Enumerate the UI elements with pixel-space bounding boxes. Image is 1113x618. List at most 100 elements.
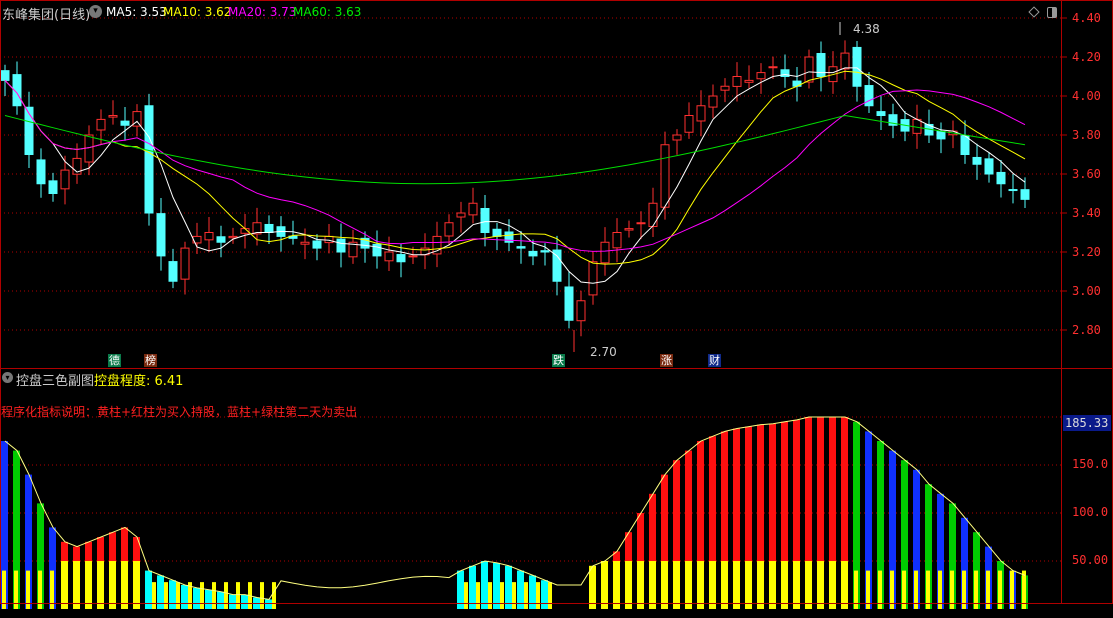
yellow-bar [85, 561, 92, 609]
control-degree-label: 控盘程度: 6.41 [94, 374, 184, 389]
candle-body [624, 228, 634, 231]
candle-body [432, 235, 442, 255]
candle-body [996, 171, 1006, 185]
blue-green-bar [853, 421, 860, 609]
candle-body [744, 79, 754, 83]
yellow-bar [745, 561, 752, 609]
ma10-label: MA10: 3.62 [163, 5, 232, 19]
blue-green-bar [49, 527, 56, 609]
yellow-bar [697, 561, 704, 609]
event-marker[interactable]: 榜 [144, 354, 157, 367]
cyan-bar [517, 570, 524, 609]
price-axis-label: 2.80 [1072, 323, 1101, 337]
event-marker[interactable]: 德 [108, 354, 121, 367]
indicator-description: 程序化指标说明：黄柱+红柱为买入持股，蓝柱+绿柱第二天为卖出 [1, 405, 358, 419]
yellow-bar [488, 582, 492, 609]
yellow-bar [500, 582, 504, 609]
cyan-bar [145, 570, 152, 609]
yellow-bar [757, 561, 764, 609]
cyan-bar [457, 570, 464, 609]
candle-body [396, 254, 406, 263]
candle-body [708, 95, 718, 108]
yellow-bar [133, 561, 140, 609]
yellow-bar [829, 561, 836, 609]
red-bar [781, 421, 788, 561]
candle-body [168, 261, 178, 282]
candle-body [48, 180, 58, 194]
yellow-bar [73, 561, 80, 609]
blue-green-bar [889, 450, 896, 609]
yellow-bar [661, 561, 668, 609]
yellow-bar [61, 561, 68, 609]
blue-green-bar [925, 484, 932, 609]
red-bar [757, 424, 764, 561]
candle-body [804, 56, 814, 83]
blue-green-bar [13, 450, 20, 609]
blue-green-bar [937, 493, 944, 609]
chevron-down-icon[interactable]: ▾ [89, 5, 102, 18]
red-bar [769, 423, 776, 561]
candle-body [600, 241, 610, 264]
yellow-bar [536, 582, 540, 609]
yellow-bar [589, 565, 596, 609]
blue-green-bar [37, 503, 44, 609]
event-marker[interactable]: 跌 [552, 354, 565, 367]
candle-body [972, 156, 982, 165]
yellow-bar [890, 570, 894, 609]
yellow-bar [14, 570, 18, 609]
candle-body [72, 157, 82, 175]
blue-green-bar [865, 431, 872, 609]
candle-body [132, 111, 142, 127]
yellow-bar [476, 582, 480, 609]
candle-body [36, 159, 46, 185]
yellow-bar [685, 561, 692, 609]
ma60-label: MA60: 3.63 [293, 5, 362, 19]
chevron-down-icon[interactable]: ▾ [2, 372, 13, 383]
yellow-bar [841, 561, 848, 609]
candle-body [732, 76, 742, 87]
candle-body [576, 300, 586, 322]
candle-body [1008, 189, 1018, 192]
candle-body [504, 231, 514, 243]
yellow-bar [709, 561, 716, 609]
yellow-bar [733, 561, 740, 609]
candle-body [696, 105, 706, 122]
candle-body [468, 202, 478, 216]
price-axis-label: 3.60 [1072, 167, 1101, 181]
yellow-bar [793, 561, 800, 609]
yellow-bar [121, 561, 128, 609]
candle-body [456, 212, 466, 218]
price-axis-label: 3.20 [1072, 245, 1101, 259]
yellow-bar [1010, 570, 1014, 609]
red-bar [625, 532, 632, 561]
candle-body [636, 222, 646, 225]
red-bar [61, 541, 68, 561]
cyan-bar [193, 587, 200, 609]
red-bar [829, 417, 836, 561]
red-bar [805, 417, 812, 561]
blue-green-bar [901, 460, 908, 609]
red-bar [721, 431, 728, 561]
candle-body [360, 237, 370, 249]
red-bar [745, 426, 752, 561]
price-axis-label: 4.40 [1072, 11, 1101, 25]
yellow-bar [260, 582, 264, 609]
yellow-bar [721, 561, 728, 609]
event-marker[interactable]: 财 [708, 354, 721, 367]
candle-body [1020, 189, 1030, 200]
blue-green-bar [877, 441, 884, 609]
yellow-bar [926, 570, 930, 609]
candle-body [336, 238, 346, 253]
red-bar [97, 537, 104, 561]
price-axis-label: 3.80 [1072, 128, 1101, 142]
event-marker[interactable]: 涨 [660, 354, 673, 367]
red-bar [613, 551, 620, 561]
candle-body [408, 255, 418, 258]
candle-body [108, 115, 118, 118]
ma10-line [4, 70, 1026, 265]
candle-body [816, 53, 826, 77]
yellow-bar [637, 561, 644, 609]
panel-toggle-icon[interactable] [1047, 7, 1057, 18]
yellow-bar [781, 561, 788, 609]
